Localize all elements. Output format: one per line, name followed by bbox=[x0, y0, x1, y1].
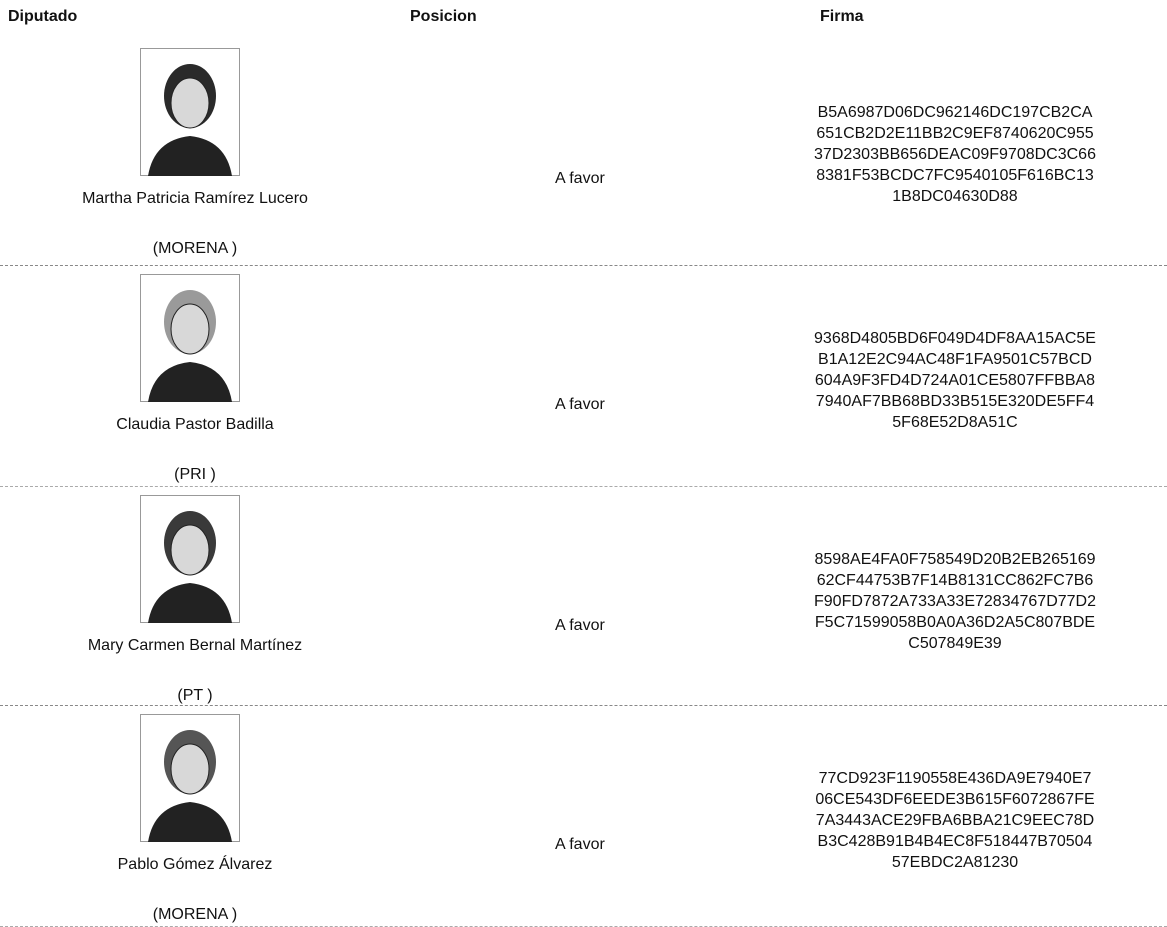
table-row: Martha Patricia Ramírez Lucero (MORENA ) A… bbox=[0, 40, 1167, 262]
party: (PT ) bbox=[177, 687, 213, 704]
party: (MORENA ) bbox=[152, 240, 238, 257]
party: (MORENA ) bbox=[152, 906, 238, 923]
signature-line: C507849E39 bbox=[908, 635, 1002, 652]
shoulders bbox=[148, 802, 232, 842]
signature-line: F5C71599058B0A0A36D2A5C807BDE bbox=[814, 614, 1096, 631]
photo bbox=[140, 274, 240, 402]
position: A favor bbox=[555, 617, 605, 634]
face bbox=[170, 524, 210, 576]
signature-line: 77CD923F1190558E436DA9E7940E7 bbox=[818, 770, 1092, 787]
signature-line: B5A6987D06DC962146DC197CB2CA bbox=[817, 104, 1093, 121]
portrait bbox=[140, 714, 240, 842]
face bbox=[170, 303, 210, 355]
header-cell: Posicion bbox=[410, 8, 477, 25]
deputy-name: Claudia Pastor Badilla bbox=[116, 416, 274, 433]
position: A favor bbox=[555, 396, 605, 413]
signature-line: 37D2303BB656DEAC09F9708DC3C66 bbox=[814, 146, 1096, 163]
signature-line: 57EBDC2A81230 bbox=[891, 854, 1019, 871]
signature-line: 651CB2D2E11BB2C9EF8740620C955 bbox=[816, 125, 1094, 142]
deputy-name: Martha Patricia Ramírez Lucero bbox=[82, 190, 308, 207]
portrait bbox=[140, 495, 240, 623]
signature-line: 1B8DC04630D88 bbox=[892, 188, 1018, 205]
position: A favor bbox=[555, 836, 605, 853]
deputy-name: Mary Carmen Bernal Martínez bbox=[87, 637, 303, 654]
signature-line: 06CE543DF6EEDE3B615F6072867FE bbox=[815, 791, 1095, 808]
signature-line: 7940AF7BB68BD33B515E320DE5FF4 bbox=[815, 393, 1095, 410]
signature-line: 8381F53BCDC7FC9540105F616BC13 bbox=[816, 167, 1094, 184]
signature-line: B1A12E2C94AC48F1FA9501C57BCD bbox=[818, 351, 1092, 368]
signature: 8598AE4FA0F758549D20B2EB265169 62CF44753B… bbox=[780, 549, 1130, 654]
signature-line: B3C428B91B4B4EC8F518447B70504 bbox=[817, 833, 1093, 850]
table-row: Pablo Gómez Álvarez (MORENA ) A favor 77CD9… bbox=[0, 705, 1167, 927]
signature-line: 604A9F3FD4D724A01CE5807FFBBA8 bbox=[814, 372, 1096, 389]
face bbox=[170, 77, 210, 129]
table-row: Mary Carmen Bernal Martínez (PT ) A favor 8… bbox=[0, 487, 1167, 709]
signature: 77CD923F1190558E436DA9E7940E7 06CE543DF6E… bbox=[780, 768, 1130, 873]
signature-line: 8598AE4FA0F758549D20B2EB265169 bbox=[814, 551, 1096, 568]
signature-line: 7A3443ACE29FBA6BBA21C9EEC78D bbox=[815, 812, 1095, 829]
shoulders bbox=[148, 583, 232, 623]
signature: B5A6987D06DC962146DC197CB2CA 651CB2D2E11B… bbox=[780, 102, 1130, 207]
header-cell: Firma bbox=[820, 8, 864, 25]
photo bbox=[140, 48, 240, 176]
table-row: Claudia Pastor Badilla (PRI ) A favor 9368D… bbox=[0, 265, 1167, 487]
face bbox=[170, 743, 210, 795]
signature-line: 62CF44753B7F14B8131CC862FC7B6 bbox=[816, 572, 1094, 589]
photo bbox=[140, 495, 240, 623]
header-cell: Diputado bbox=[8, 8, 78, 25]
signature: 9368D4805BD6F049D4DF8AA15AC5E B1A12E2C94A… bbox=[780, 328, 1130, 433]
shoulders bbox=[148, 136, 232, 176]
signature-line: 9368D4805BD6F049D4DF8AA15AC5E bbox=[814, 330, 1096, 347]
portrait bbox=[140, 48, 240, 176]
party: (PRI ) bbox=[174, 466, 216, 483]
deputy-name: Pablo Gómez Álvarez bbox=[117, 856, 273, 873]
shoulders bbox=[148, 362, 232, 402]
signature-line: 5F68E52D8A51C bbox=[892, 414, 1018, 431]
portrait bbox=[140, 274, 240, 402]
position: A favor bbox=[555, 170, 605, 187]
signature-line: F90FD7872A733A33E72834767D77D2 bbox=[814, 593, 1096, 610]
photo bbox=[140, 714, 240, 842]
